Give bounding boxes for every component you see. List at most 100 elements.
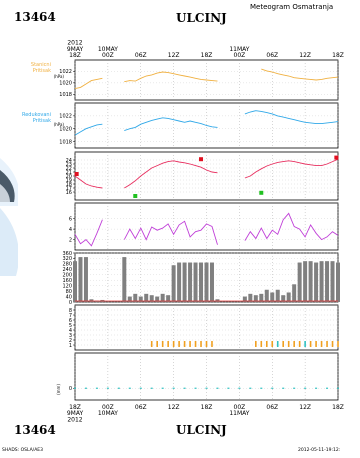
precip-dot [74,387,76,389]
cloud-mark [200,341,202,347]
cloud-mark [276,341,279,347]
wind-series-line-2 [244,212,339,241]
ytick-label-cloud_marks: 8 [69,308,72,314]
cloud-mark [189,341,191,347]
ytick-label-temperature: 22 [66,166,72,172]
wind-direction-bar [199,262,204,302]
bottom-time-label: 2012 [67,416,82,423]
precip-dot [293,387,296,389]
precip-dot [315,387,318,389]
station-id: 13464 [14,10,56,24]
ytick-label-wind_direction: 40 [66,294,72,300]
bottom-time-label: 10MAY [98,410,118,417]
precip-dot [249,387,252,389]
wind-direction-bar [193,262,198,302]
wind-direction-bar [275,289,280,302]
wind-direction-bar [144,293,149,302]
ytick-label-reduced_pressure: 1018 [59,139,72,145]
ytick-label-wind_direction: 120 [62,283,72,289]
ytick-label-wind_direction: 240 [62,267,72,273]
precip-dot [326,387,329,389]
ytick-label-cloud_marks: 4 [69,328,72,334]
ytick-label-cloud_marks: 3 [69,333,72,339]
wind-direction-bar [319,261,324,302]
cloud-mark [337,341,339,347]
bottom-time-label: 12Z [168,404,180,411]
cloud-mark [167,341,169,347]
precip-dot [282,387,285,389]
cloud-mark [150,341,153,347]
precip-dot [337,387,339,389]
wind-direction-bar [314,262,319,302]
wind-direction-bar [149,295,154,302]
ytick-label-cloud_marks: 2 [69,338,72,344]
station-pressure-label: Stanicni Pritisak [6,62,51,74]
station-pressure-label-line1: Stanicni [30,62,51,68]
temperature-marker-4 [334,155,339,160]
precip-dot [139,387,142,389]
wind-direction-bar [264,289,269,302]
ytick-label-wind_direction: 80 [66,289,72,295]
wind-direction-bar [127,296,132,302]
precip-dot [172,387,175,389]
reduced-pressure-label: Redukovani Pritisak [4,112,51,124]
top-time-label: 00Z [102,52,114,59]
bottom-time-label: 18Z [332,404,344,411]
cloud-mark [260,341,263,347]
top-time-label: 00Z [234,52,246,59]
bottom-time-label: 18Z [69,404,81,411]
wind-direction-bar [297,262,302,302]
cloud-mark [287,341,290,347]
wind-direction-bar [325,261,330,302]
wind-series-line-0 [74,219,103,247]
precip-dot [238,387,241,389]
ytick-label-station_pressure: 1020 [59,81,72,87]
top-time-label: 12Z [168,52,180,59]
bottom-time-label: 12Z [299,404,311,411]
wind-direction-bar [73,261,77,302]
precip-dot [216,387,219,389]
footer-city-title: ULCINJ [176,423,227,437]
wind-series-line-1 [123,220,218,245]
wind-direction-bar [308,261,313,302]
ytick-label-wind_direction: 280 [62,262,72,268]
wind-direction-bar [281,295,286,302]
precip-dot [304,387,307,389]
top-time-label: 9MAY [67,46,84,53]
precip-dot [194,387,197,389]
footer-left-note: SHADS: OSLA/AE3 [2,448,43,453]
cloud-mark [304,341,306,347]
precip-dot [205,387,208,389]
cloud-mark [271,341,274,347]
precip-dot [150,387,153,389]
bottom-time-label: 11MAY [229,410,249,417]
wind-direction-bar [182,262,187,302]
cloud-mark [331,341,334,347]
ytick-label-wind: 4 [69,227,72,233]
wind-direction-bar [204,262,209,302]
top-time-label: 18Z [69,52,81,59]
cloud-mark [211,341,213,347]
wind-direction-bar [242,296,247,302]
wind-direction-bar [292,284,297,302]
top-time-label: 18Z [332,52,344,59]
precip-dot [117,387,120,389]
station_pressure-series-line-0 [74,77,103,90]
ytick-label-temperature: 17 [66,186,72,192]
temperature-marker-3 [259,190,264,195]
station_pressure-series-line-1 [124,71,218,83]
cloud-mark [172,341,175,347]
temperature-marker-1 [133,194,138,198]
top-time-label: 12Z [299,52,311,59]
precip-dot [84,387,87,389]
bottom-time-label: 18Z [201,404,213,411]
top-time-label: 2012 [67,40,82,47]
cloud-mark [194,341,197,347]
temperature-marker-2 [199,157,204,162]
temperature-series-line-2 [244,158,339,179]
ytick-label-cloud_marks: 7 [69,313,72,319]
cloud-mark [282,341,285,347]
cloud-mark [161,341,164,347]
top-time-label: 06Z [266,52,278,59]
wind-direction-bar [83,257,88,302]
